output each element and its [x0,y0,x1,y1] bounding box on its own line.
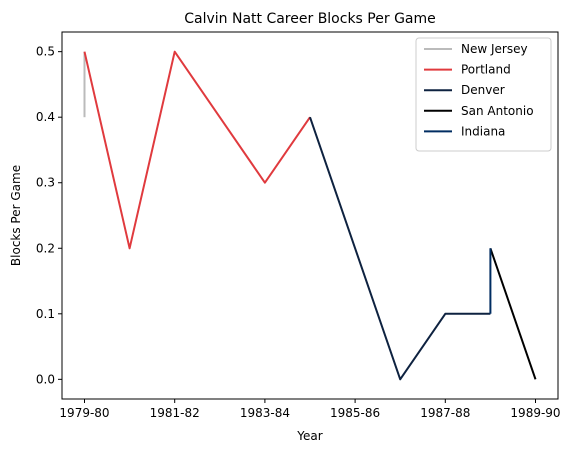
chart-title: Calvin Natt Career Blocks Per Game [184,11,436,27]
y-tick-label: 0.4 [36,110,55,124]
series-line-denver [309,116,491,381]
y-axis-label: Blocks Per Game [9,165,23,266]
series-layer [83,50,537,381]
y-tick-label: 0.0 [36,372,55,386]
y-tick-label: 0.3 [36,176,55,190]
x-tick-label: 1979-80 [59,406,109,420]
x-tick-label: 1983-84 [240,406,290,420]
y-tick-label: 0.2 [36,241,55,255]
x-axis-ticks: 1979-80 1981-82 1983-84 1985-86 1987-88 1989-… [59,399,561,420]
plot-frame [61,31,559,400]
x-axis-label: Year [296,429,322,443]
legend-label-portland: Portland [461,63,511,77]
legend-label-new-jersey: New Jersey [461,42,528,56]
legend-label-san-antonio: San Antonio [461,104,534,118]
x-tick-label: 1989-90 [510,406,560,420]
x-tick-label: 1981-82 [150,406,200,420]
legend-label-indiana: Indiana [461,124,505,138]
legend: New Jersey Portland Denver San Antonio India… [415,37,552,152]
x-tick-label: 1987-88 [420,406,470,420]
legend-box [415,37,552,152]
series-line-san-antonio [489,247,537,380]
y-axis-ticks: 0.0 0.1 0.2 0.3 0.4 0.5 [36,45,62,386]
x-tick-label: 1985-86 [330,406,380,420]
y-tick-label: 0.1 [36,307,55,321]
y-tick-label: 0.5 [36,45,55,59]
series-line-portland [83,50,311,250]
legend-label-denver: Denver [461,83,505,97]
